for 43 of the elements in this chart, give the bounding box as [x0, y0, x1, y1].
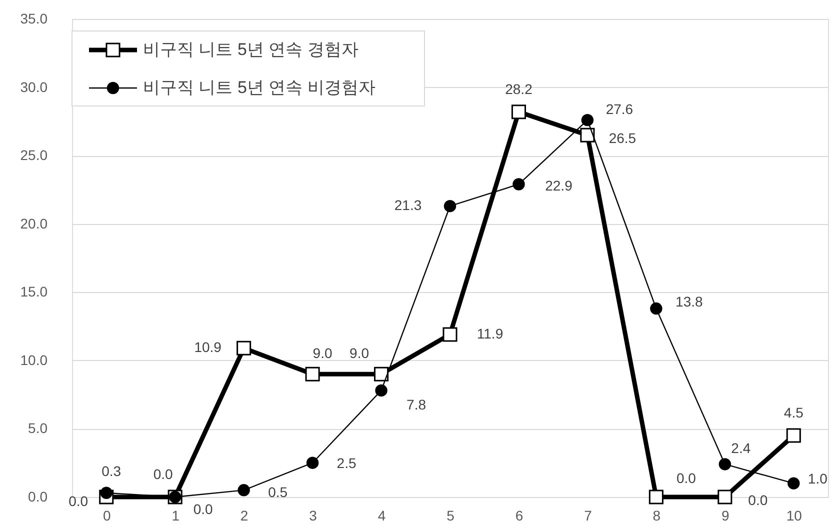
- x-tick-label: 5: [446, 508, 455, 524]
- data-label: 4.5: [784, 404, 804, 421]
- y-tick-label: 15.0: [20, 284, 48, 300]
- data-label: 1.0: [808, 470, 828, 486]
- data-label: 10.9: [194, 339, 222, 356]
- data-label: 2.4: [731, 440, 751, 456]
- data-label: 11.9: [476, 325, 504, 342]
- y-tick-label: 5.0: [28, 420, 48, 436]
- data-label: 0.0: [748, 492, 768, 508]
- y-tick-label: 0.0: [28, 488, 48, 504]
- y-tick-label: 30.0: [20, 78, 48, 95]
- legend-label: 비구직 니트 5년 연속 비경험자: [143, 78, 376, 97]
- y-tick-label: 10.0: [20, 352, 48, 368]
- y-tick-label: 20.0: [20, 215, 48, 232]
- data-label: 22.9: [545, 177, 573, 194]
- data-label: 0.3: [102, 462, 122, 479]
- data-label: 0.5: [268, 484, 288, 500]
- data-label: 0.0: [676, 470, 696, 486]
- data-label: 0.0: [193, 501, 214, 517]
- x-tick-label: 1: [172, 508, 180, 524]
- x-tick-label: 7: [584, 508, 592, 524]
- data-label: 13.8: [676, 294, 704, 310]
- x-tick-label: 8: [652, 508, 661, 524]
- y-tick-label: 35.0: [20, 10, 48, 26]
- data-label: 0.0: [68, 493, 88, 509]
- data-label: 7.8: [406, 396, 426, 412]
- x-tick-label: 6: [515, 508, 524, 524]
- data-label: 0.0: [153, 466, 174, 482]
- data-label: 28.2: [505, 80, 533, 97]
- data-label: 9.0: [312, 345, 332, 362]
- x-tick-label: 10: [786, 508, 802, 524]
- x-tick-label: 2: [240, 508, 248, 524]
- data-label: 26.5: [608, 130, 636, 146]
- legend-label: 비구직 니트 5년 연속 경험자: [143, 40, 358, 59]
- x-tick-label: 0: [102, 508, 111, 524]
- data-label: 27.6: [606, 101, 634, 118]
- x-tick-label: 4: [378, 508, 386, 524]
- y-tick-label: 25.0: [20, 147, 48, 164]
- data-label: 21.3: [394, 197, 422, 214]
- x-tick-label: 3: [309, 508, 318, 524]
- x-tick-label: 9: [722, 508, 730, 524]
- data-label: 9.0: [350, 345, 370, 362]
- data-label: 2.5: [336, 454, 356, 471]
